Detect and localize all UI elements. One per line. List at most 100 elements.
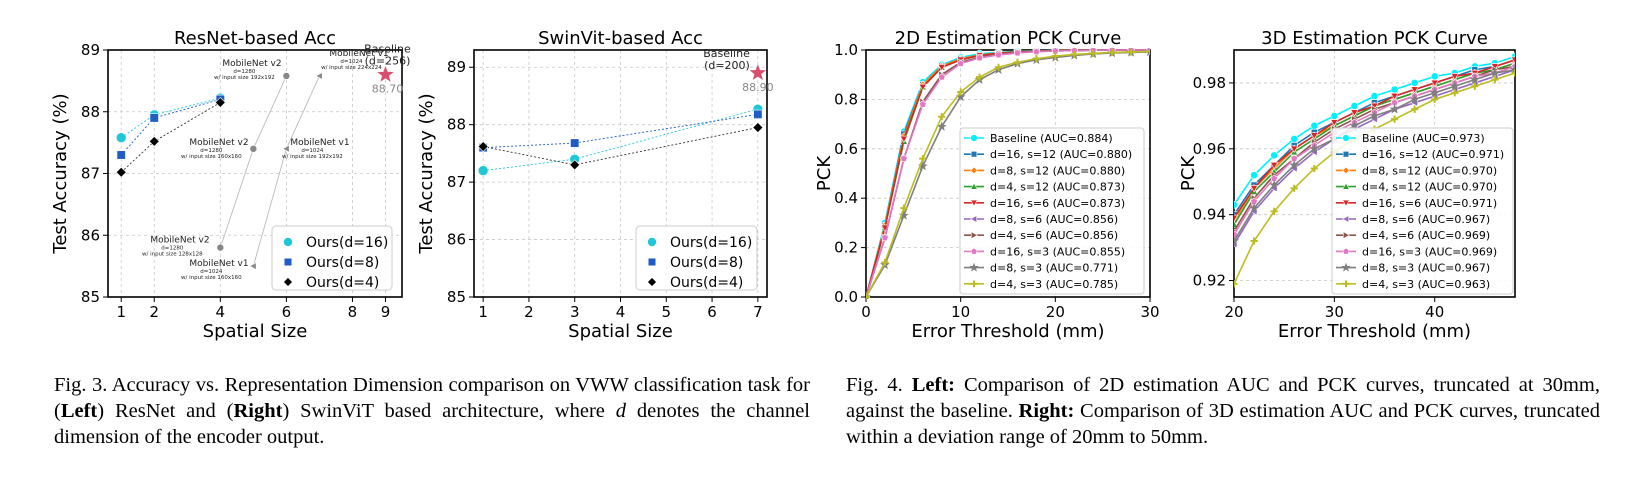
- data-point: [1070, 50, 1078, 59]
- data-point: [1510, 56, 1515, 65]
- data-point: [1310, 164, 1318, 173]
- data-point: [976, 73, 984, 81]
- y-tick-label: 0.0: [834, 288, 858, 306]
- x-tick-label: 2: [149, 303, 159, 321]
- data-point: [1350, 102, 1359, 110]
- data-point: [1234, 280, 1238, 288]
- fig3-caption-bold-right: Right: [233, 400, 283, 422]
- mobilenet-label: MobileNet v2: [189, 138, 248, 148]
- mobilenet-label: MobileNet v1: [329, 49, 388, 59]
- data-point: [1310, 121, 1319, 130]
- figure-4-caption: Fig. 4. Left: Comparison of 2D estimatio…: [846, 372, 1600, 450]
- data-point: [994, 63, 1003, 71]
- baseline-value-label: 88.90: [742, 81, 774, 94]
- mobilenet-detail: d=1280: [161, 246, 184, 252]
- data-point: [956, 59, 965, 67]
- data-point: [994, 50, 1003, 59]
- data-point: [1369, 110, 1380, 121]
- legend-label: Ours(d=8): [306, 255, 379, 271]
- data-point: [1290, 135, 1299, 143]
- legend-label: d=16, s=3 (AUC=0.969): [1362, 245, 1497, 258]
- mobilenet-connector: [252, 75, 287, 149]
- legend-marker: [1342, 182, 1350, 190]
- legend-label: Baseline (AUC=0.884): [990, 132, 1113, 145]
- legend-marker: [647, 257, 657, 267]
- x-tick-label: 2: [524, 303, 534, 321]
- pck-2d-chart: 0 10 20 30 0.0 0.2 0.4 0.6 0.8 1.0 2D Estimation P…: [814, 28, 1160, 342]
- series-ours-d-4: [477, 122, 764, 171]
- data-point: [957, 88, 965, 96]
- mobilenet-detail: d=1024: [340, 59, 363, 65]
- legend: Baseline (AUC=0.884) d=16, s=12 (AUC=0.88…: [959, 127, 1145, 295]
- legend-marker: [970, 247, 978, 255]
- data-point: [975, 53, 984, 62]
- figure-3-caption: Fig. 3. Accuracy vs. Representation Dime…: [54, 372, 810, 450]
- legend-label: d=8, s=12 (AUC=0.970): [1362, 164, 1497, 177]
- data-point: [1429, 87, 1440, 98]
- legend-marker: [970, 182, 978, 190]
- data-point: [477, 141, 489, 152]
- legend: Ours(d=16) Ours(d=8) Ours(d=4): [635, 225, 758, 291]
- data-point: [1013, 48, 1022, 57]
- data-point: [1389, 104, 1400, 114]
- legend-marker: [1342, 247, 1350, 255]
- data-point: [1450, 73, 1459, 81]
- x-tick-label: 6: [707, 303, 717, 321]
- data-point: [881, 233, 889, 241]
- data-point: [1032, 48, 1041, 55]
- y-tick-label: 0.98: [1193, 74, 1226, 92]
- data-point: [937, 73, 946, 81]
- legend-marker: [969, 215, 978, 223]
- legend-marker: [283, 277, 293, 287]
- legend-marker: [970, 166, 978, 175]
- chart-title: 3D Estimation PCK Curve: [1261, 28, 1488, 49]
- data-point: [116, 150, 126, 160]
- fig3-caption-italic-d: d: [615, 400, 626, 422]
- data-point: [899, 135, 908, 144]
- data-point: [1469, 74, 1480, 84]
- y-tick-label: 0.94: [1193, 206, 1226, 224]
- x-tick-label: 5: [662, 303, 672, 321]
- chart-title: SwinVit-based Acc: [538, 28, 703, 49]
- x-axis-label: Spatial Size: [568, 321, 673, 342]
- legend-box: [271, 225, 393, 291]
- legend-label: d=4, s=3 (AUC=0.963): [1362, 278, 1490, 291]
- plot-area: [1234, 52, 1515, 288]
- data-point: [477, 165, 489, 176]
- data-point: [1410, 79, 1419, 87]
- data-point: [149, 113, 159, 123]
- data-point: [570, 138, 580, 148]
- data-point: [900, 204, 908, 212]
- y-tick-label: 0.4: [834, 189, 858, 207]
- plot-area: [866, 48, 1150, 299]
- legend-marker: [1342, 166, 1350, 175]
- x-tick-label: 4: [216, 303, 226, 321]
- mobilenet-detail: w/ input size 224x224: [321, 65, 382, 71]
- data-point: [919, 100, 927, 108]
- x-tick-label: 7: [753, 303, 763, 321]
- fig3-caption-text-2: ) ResNet and (: [97, 400, 234, 422]
- mobilenet-label: MobileNet v2: [222, 59, 281, 69]
- y-axis-label: PCK: [814, 155, 835, 191]
- mobilenet-detail: w/ input size 160x160: [181, 275, 242, 281]
- legend-marker: [1342, 199, 1350, 207]
- y-axis-label: Test Accuracy (%): [50, 93, 71, 254]
- data-point: [1249, 202, 1260, 213]
- pck-3d-chart: 20 30 40 0.92 0.94 0.96 0.98 3D Estimation PCK …: [1178, 28, 1516, 342]
- mobilenet-point: [249, 262, 257, 271]
- x-tick-label: 6: [282, 303, 292, 321]
- data-point: [1330, 119, 1339, 127]
- legend-label: d=4, s=12 (AUC=0.970): [1362, 181, 1497, 194]
- legend-label: d=16, s=6 (AUC=0.873): [990, 197, 1125, 210]
- mobilenet-connector: [252, 148, 287, 267]
- legend: Baseline (AUC=0.973) d=16, s=12 (AUC=0.97…: [1331, 127, 1514, 295]
- y-axis-label: Test Accuracy (%): [416, 93, 437, 254]
- y-tick-label: 0.92: [1193, 272, 1226, 290]
- data-point: [115, 132, 127, 143]
- data-point: [898, 210, 909, 220]
- y-tick-label: 88: [447, 116, 466, 134]
- data-point: [1290, 145, 1299, 154]
- fig4-caption-text-3: Comparison of 3D estimation AUC and PCK …: [846, 400, 1600, 448]
- legend: Ours(d=16) Ours(d=8) Ours(d=4): [271, 225, 393, 291]
- data-point: [1289, 160, 1300, 170]
